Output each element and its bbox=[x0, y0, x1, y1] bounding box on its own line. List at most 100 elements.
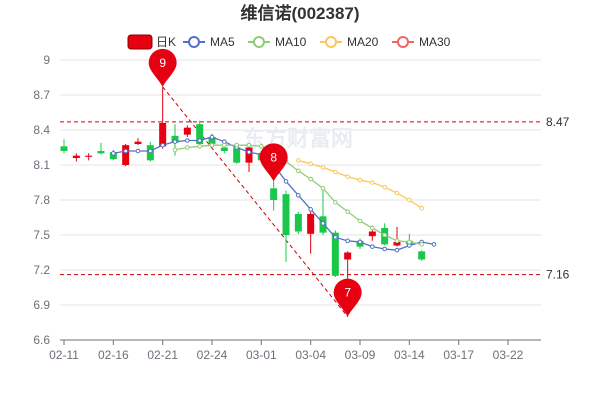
x-tick-label: 03-04 bbox=[295, 348, 326, 362]
ma-point bbox=[357, 239, 363, 245]
ma-point bbox=[111, 151, 116, 156]
ma-point bbox=[172, 139, 178, 144]
ma-point bbox=[222, 142, 227, 148]
y-tick-label: 6.9 bbox=[33, 298, 50, 312]
candle-body bbox=[159, 123, 167, 147]
ma-point bbox=[296, 158, 301, 163]
candle-body bbox=[393, 242, 401, 246]
grid bbox=[60, 59, 541, 341]
legend-circle-swatch bbox=[253, 36, 265, 48]
candle-body bbox=[208, 137, 216, 144]
ma-point bbox=[246, 142, 252, 148]
candles bbox=[60, 86, 426, 317]
reference-lines: 8.47 7.16 bbox=[60, 115, 570, 282]
x-axis: 02-11 02-16 02-21 02-24 03-01 03-04 03-09 03-14… bbox=[49, 339, 541, 362]
candle-body bbox=[220, 147, 228, 151]
ma-point bbox=[345, 174, 350, 179]
ma-point bbox=[185, 145, 190, 150]
ma-point bbox=[308, 176, 313, 182]
candle-body bbox=[282, 194, 290, 235]
y-tick-label: 9 bbox=[43, 53, 50, 67]
candle-body bbox=[331, 232, 339, 276]
pin-label: 9 bbox=[159, 56, 166, 70]
candle-body bbox=[183, 127, 191, 135]
ma-point bbox=[357, 218, 363, 224]
legend: 日K MA5 MA10 MA20 MA30 bbox=[127, 34, 451, 50]
ma-point bbox=[345, 238, 350, 244]
ma-point bbox=[382, 184, 387, 190]
legend-label: MA30 bbox=[419, 35, 451, 49]
ma-point bbox=[197, 138, 202, 143]
ma-point bbox=[407, 239, 412, 245]
ma-point bbox=[333, 235, 338, 240]
ma-point bbox=[419, 205, 424, 211]
candle-body bbox=[109, 152, 117, 160]
candle-body bbox=[368, 231, 376, 237]
ma-point bbox=[283, 179, 289, 184]
ma-point bbox=[370, 225, 375, 231]
legend-label: MA5 bbox=[210, 35, 235, 49]
pin-marker bbox=[148, 48, 177, 87]
ma-point bbox=[333, 200, 338, 205]
x-tick-label: 02-16 bbox=[98, 348, 129, 362]
y-tick-label: 8.1 bbox=[33, 158, 50, 172]
ma-point bbox=[209, 142, 215, 148]
ma-point bbox=[197, 144, 202, 149]
x-tick-label: 03-17 bbox=[443, 348, 474, 362]
x-tick-label: 03-01 bbox=[246, 348, 277, 362]
candle-body bbox=[294, 214, 302, 232]
ma-point bbox=[357, 177, 363, 183]
x-tick-label: 03-14 bbox=[394, 348, 425, 362]
ma-point bbox=[135, 148, 141, 154]
pin-label: 7 bbox=[344, 286, 351, 300]
ma-point bbox=[407, 197, 412, 203]
legend-kline-swatch bbox=[127, 34, 153, 50]
legend-circle-swatch bbox=[397, 36, 409, 48]
ma-point bbox=[320, 165, 326, 170]
legend-label: 日K bbox=[156, 35, 176, 49]
ma-point bbox=[185, 138, 190, 143]
x-tick-label: 03-22 bbox=[493, 348, 524, 362]
y-tick-label: 6.6 bbox=[33, 333, 50, 347]
reference-label: 7.16 bbox=[546, 268, 570, 282]
legend-circle-swatch bbox=[188, 36, 200, 48]
x-tick-label: 02-11 bbox=[49, 348, 79, 362]
legend-label: MA20 bbox=[347, 35, 379, 49]
candle-body bbox=[122, 145, 130, 165]
ma-point bbox=[382, 232, 387, 238]
x-tick-label: 02-21 bbox=[147, 348, 178, 362]
legend-label: MA10 bbox=[275, 35, 307, 49]
ma-point bbox=[148, 148, 153, 154]
candle-body bbox=[418, 251, 426, 260]
y-tick-label: 7.5 bbox=[33, 228, 50, 242]
ma-point bbox=[419, 242, 424, 247]
ma-point bbox=[296, 193, 301, 198]
chart-title: 维信诺(002387) bbox=[240, 3, 359, 23]
x-tick-label: 03-09 bbox=[345, 348, 376, 362]
pin-marker bbox=[259, 143, 288, 182]
ma-point bbox=[308, 161, 313, 167]
candle-body bbox=[72, 155, 80, 158]
candle-body bbox=[270, 188, 278, 200]
legend-circle-swatch bbox=[325, 36, 337, 48]
candle-body bbox=[85, 155, 93, 157]
ma-point bbox=[320, 221, 326, 226]
ma-point bbox=[394, 238, 400, 244]
candle-body bbox=[245, 147, 253, 163]
y-tick-label: 8.7 bbox=[33, 88, 50, 102]
price-pins: 9 8 7 bbox=[148, 48, 362, 317]
y-tick-label: 7.8 bbox=[33, 193, 50, 207]
pin-marker bbox=[333, 278, 362, 317]
x-tick-label: 02-24 bbox=[197, 348, 228, 362]
ma-point bbox=[394, 190, 400, 196]
y-tick-label: 8.4 bbox=[33, 123, 50, 137]
ma-point bbox=[259, 144, 264, 149]
trend-line bbox=[162, 86, 349, 317]
trend-line-segment bbox=[162, 86, 349, 317]
ma-point bbox=[308, 207, 313, 212]
ma-point bbox=[320, 186, 326, 191]
candle-body bbox=[196, 124, 204, 144]
y-tick-label: 7.2 bbox=[33, 263, 50, 277]
ma-point bbox=[123, 148, 128, 154]
ma-point bbox=[234, 142, 239, 148]
